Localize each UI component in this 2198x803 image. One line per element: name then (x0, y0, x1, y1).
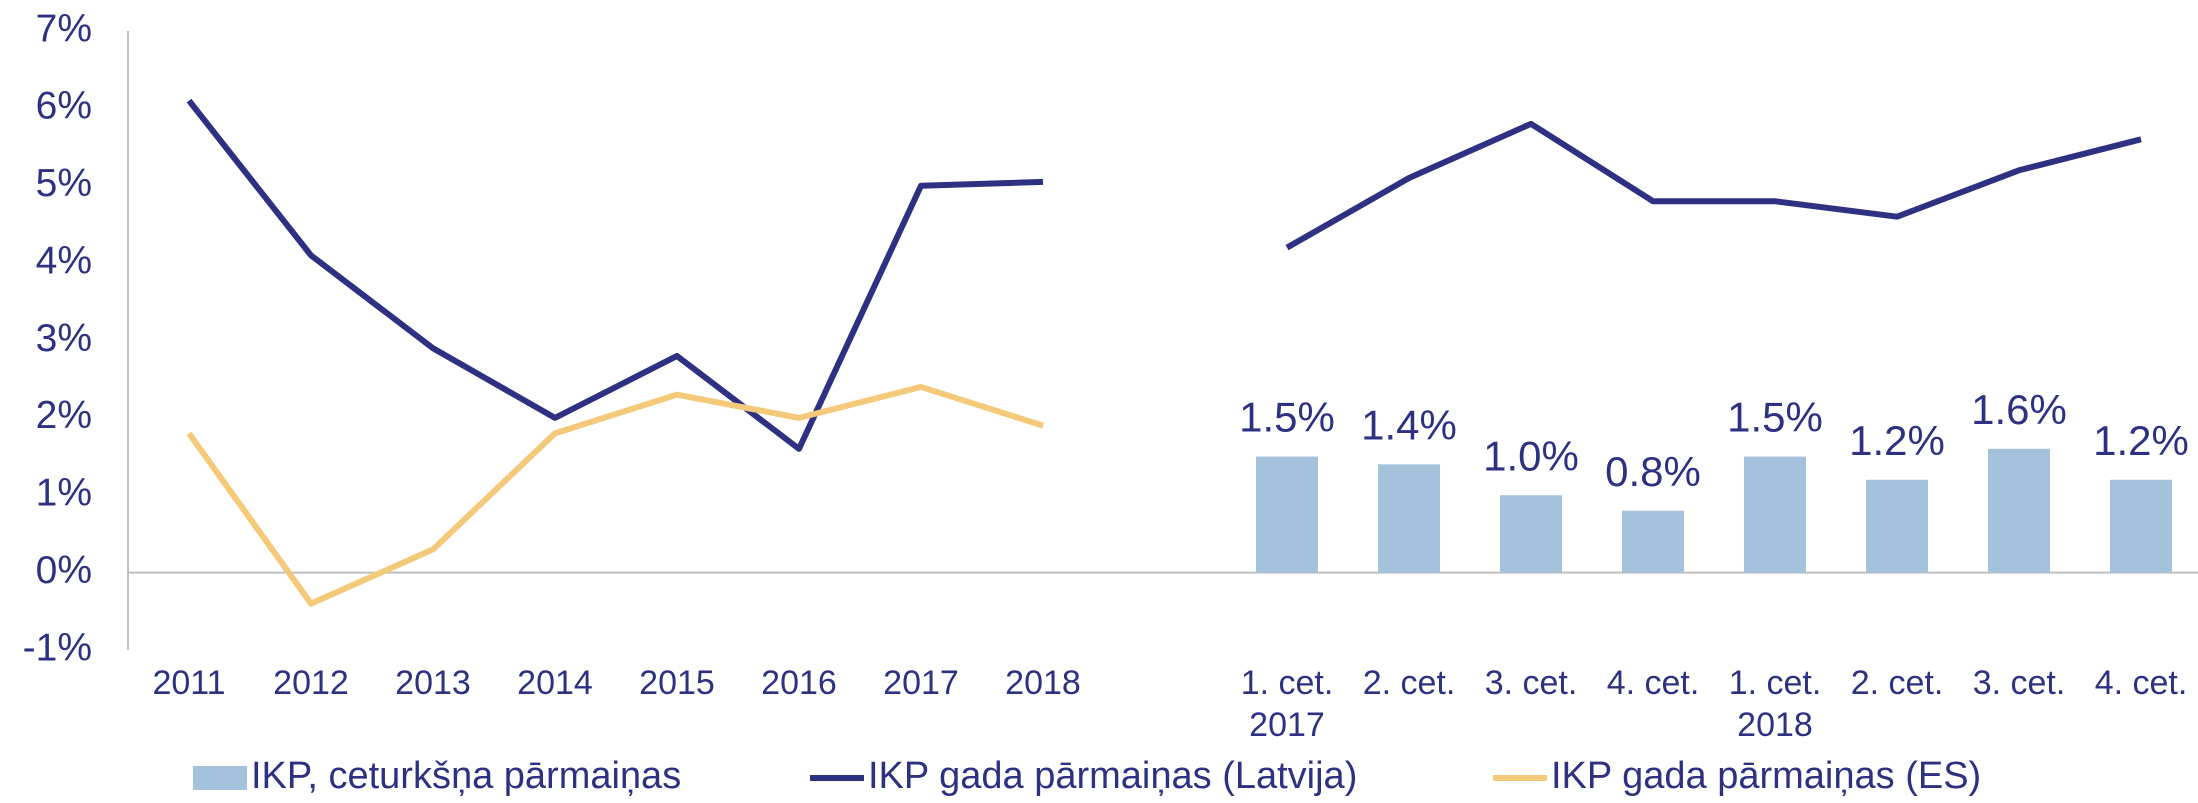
data-label: 0.8% (1605, 448, 1701, 495)
legend-label: IKP gada pārmaiņas (Latvija) (868, 755, 1357, 797)
legend-swatch (193, 766, 247, 790)
y-tick-label: 4% (36, 239, 92, 282)
data-label: 1.0% (1483, 432, 1579, 479)
x-tick-label: 2013 (395, 664, 471, 702)
x-tick-label: 2018 (1005, 664, 1081, 702)
x-tick-label: 2. cet. (1363, 664, 1456, 702)
bar (1988, 448, 2050, 573)
bar (1500, 495, 1562, 573)
bar (1866, 479, 1928, 573)
line (186, 98, 2142, 452)
x-tick-label: 1. cet. (1241, 664, 1334, 702)
x-tick-label: 4. cet. (2095, 664, 2188, 702)
x-tick-label: 3. cet. (1485, 664, 1578, 702)
x-tick-label: 4. cet. (1607, 664, 1700, 702)
data-label: 1.5% (1239, 394, 1335, 441)
bar (1622, 510, 1684, 573)
line (186, 383, 1044, 607)
y-tick-label: 0% (36, 549, 92, 592)
x-tick-label: 2011 (152, 664, 225, 702)
y-tick-label: -1% (23, 626, 92, 669)
x-sublabel: 2017 (1249, 706, 1325, 744)
y-tick-label: 7% (36, 7, 92, 50)
x-tick-label: 2012 (273, 664, 349, 702)
legend-label: IKP, ceturkšņa pārmaiņas (251, 755, 681, 797)
data-label: 1.5% (1727, 394, 1823, 441)
data-label: 1.4% (1361, 401, 1457, 448)
data-label: 1.2% (1849, 417, 1945, 464)
bar (2110, 479, 2172, 573)
x-sublabel: 2018 (1737, 706, 1813, 744)
x-tick-label: 2015 (639, 664, 715, 702)
y-tick-label: 5% (36, 162, 92, 205)
x-tick-label: 2014 (517, 664, 593, 702)
bar (1378, 464, 1440, 573)
y-tick-label: 6% (36, 85, 92, 128)
data-label: 1.6% (1971, 386, 2067, 433)
x-tick-label: 3. cet. (1973, 664, 2066, 702)
x-tick-label: 2016 (761, 664, 837, 702)
x-tick-label: 2017 (883, 664, 959, 702)
legend-label: IKP gada pārmaiņas (ES) (1551, 755, 1981, 797)
y-tick-label: 1% (36, 472, 92, 515)
data-label: 1.2% (2093, 417, 2189, 464)
y-tick-label: 2% (36, 394, 92, 437)
x-tick-label: 2. cet. (1851, 664, 1944, 702)
x-tick-label: 1. cet. (1729, 664, 1822, 702)
y-tick-label: 3% (36, 317, 92, 360)
bar (1256, 456, 1318, 573)
bar (1744, 456, 1806, 573)
